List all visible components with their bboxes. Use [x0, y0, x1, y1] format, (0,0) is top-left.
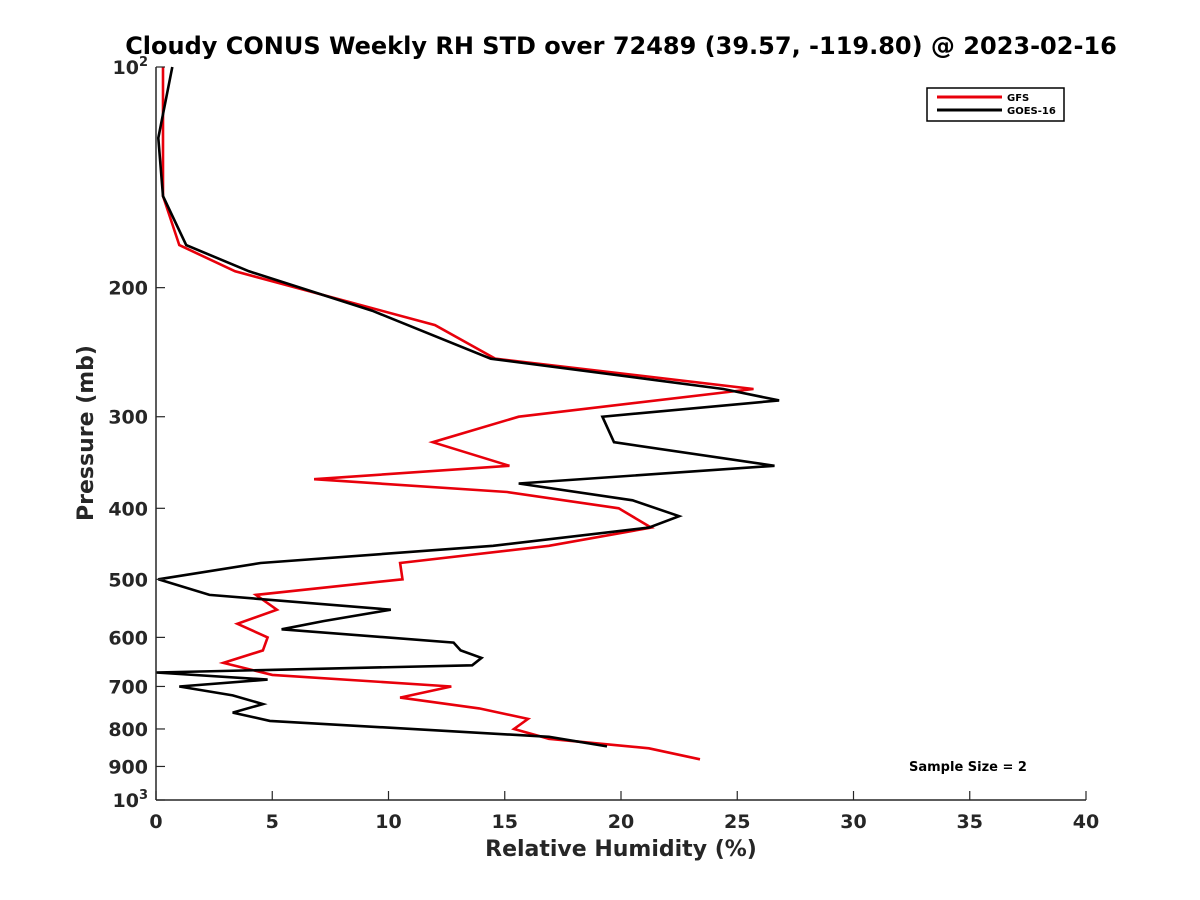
plot-lines	[155, 66, 780, 761]
y-tick-label: 400	[108, 498, 148, 520]
legend-label-goes16: GOES-16	[1007, 106, 1056, 117]
y-tick-label: 200	[108, 278, 148, 300]
x-tick-label: 0	[149, 811, 162, 833]
x-ticks: 0 5 10 15 20 25 30 35 40	[149, 791, 1099, 833]
series-line-gfs	[161, 67, 754, 761]
y-tick-label: 900	[108, 756, 148, 778]
y-tick-label: 800	[108, 719, 148, 741]
y-tick-label: 500	[108, 569, 148, 591]
y-axis-label: Pressure (mb)	[74, 345, 99, 521]
x-tick-label: 15	[492, 811, 518, 833]
x-tick-label: 5	[266, 811, 279, 833]
y-tick-label: 700	[108, 676, 148, 698]
legend-box	[926, 87, 1065, 122]
x-tick-label: 20	[608, 811, 634, 833]
y-tick-label: 300	[108, 407, 148, 429]
x-axis-label: Relative Humidity (%)	[485, 837, 757, 862]
legend: GFS GOES-16	[926, 87, 1065, 122]
sample-size-annotation: Sample Size = 2	[909, 760, 1027, 775]
x-tick-label: 35	[957, 811, 983, 833]
chart-title: Cloudy CONUS Weekly RH STD over 72489 (3…	[125, 32, 1117, 60]
x-tick-label: 10	[375, 811, 401, 833]
y-tick-label: 600	[108, 627, 148, 649]
x-tick-label: 30	[840, 811, 866, 833]
x-tick-label: 25	[724, 811, 750, 833]
legend-label-gfs: GFS	[1007, 93, 1029, 104]
x-tick-label: 40	[1073, 811, 1099, 833]
y-ticks: 102 200 300 400 500 600 700 800 900 103	[108, 55, 165, 812]
y-tick-label: 102	[113, 55, 149, 79]
y-tick-label: 103	[113, 788, 149, 812]
series-line-goes-16	[155, 66, 780, 748]
